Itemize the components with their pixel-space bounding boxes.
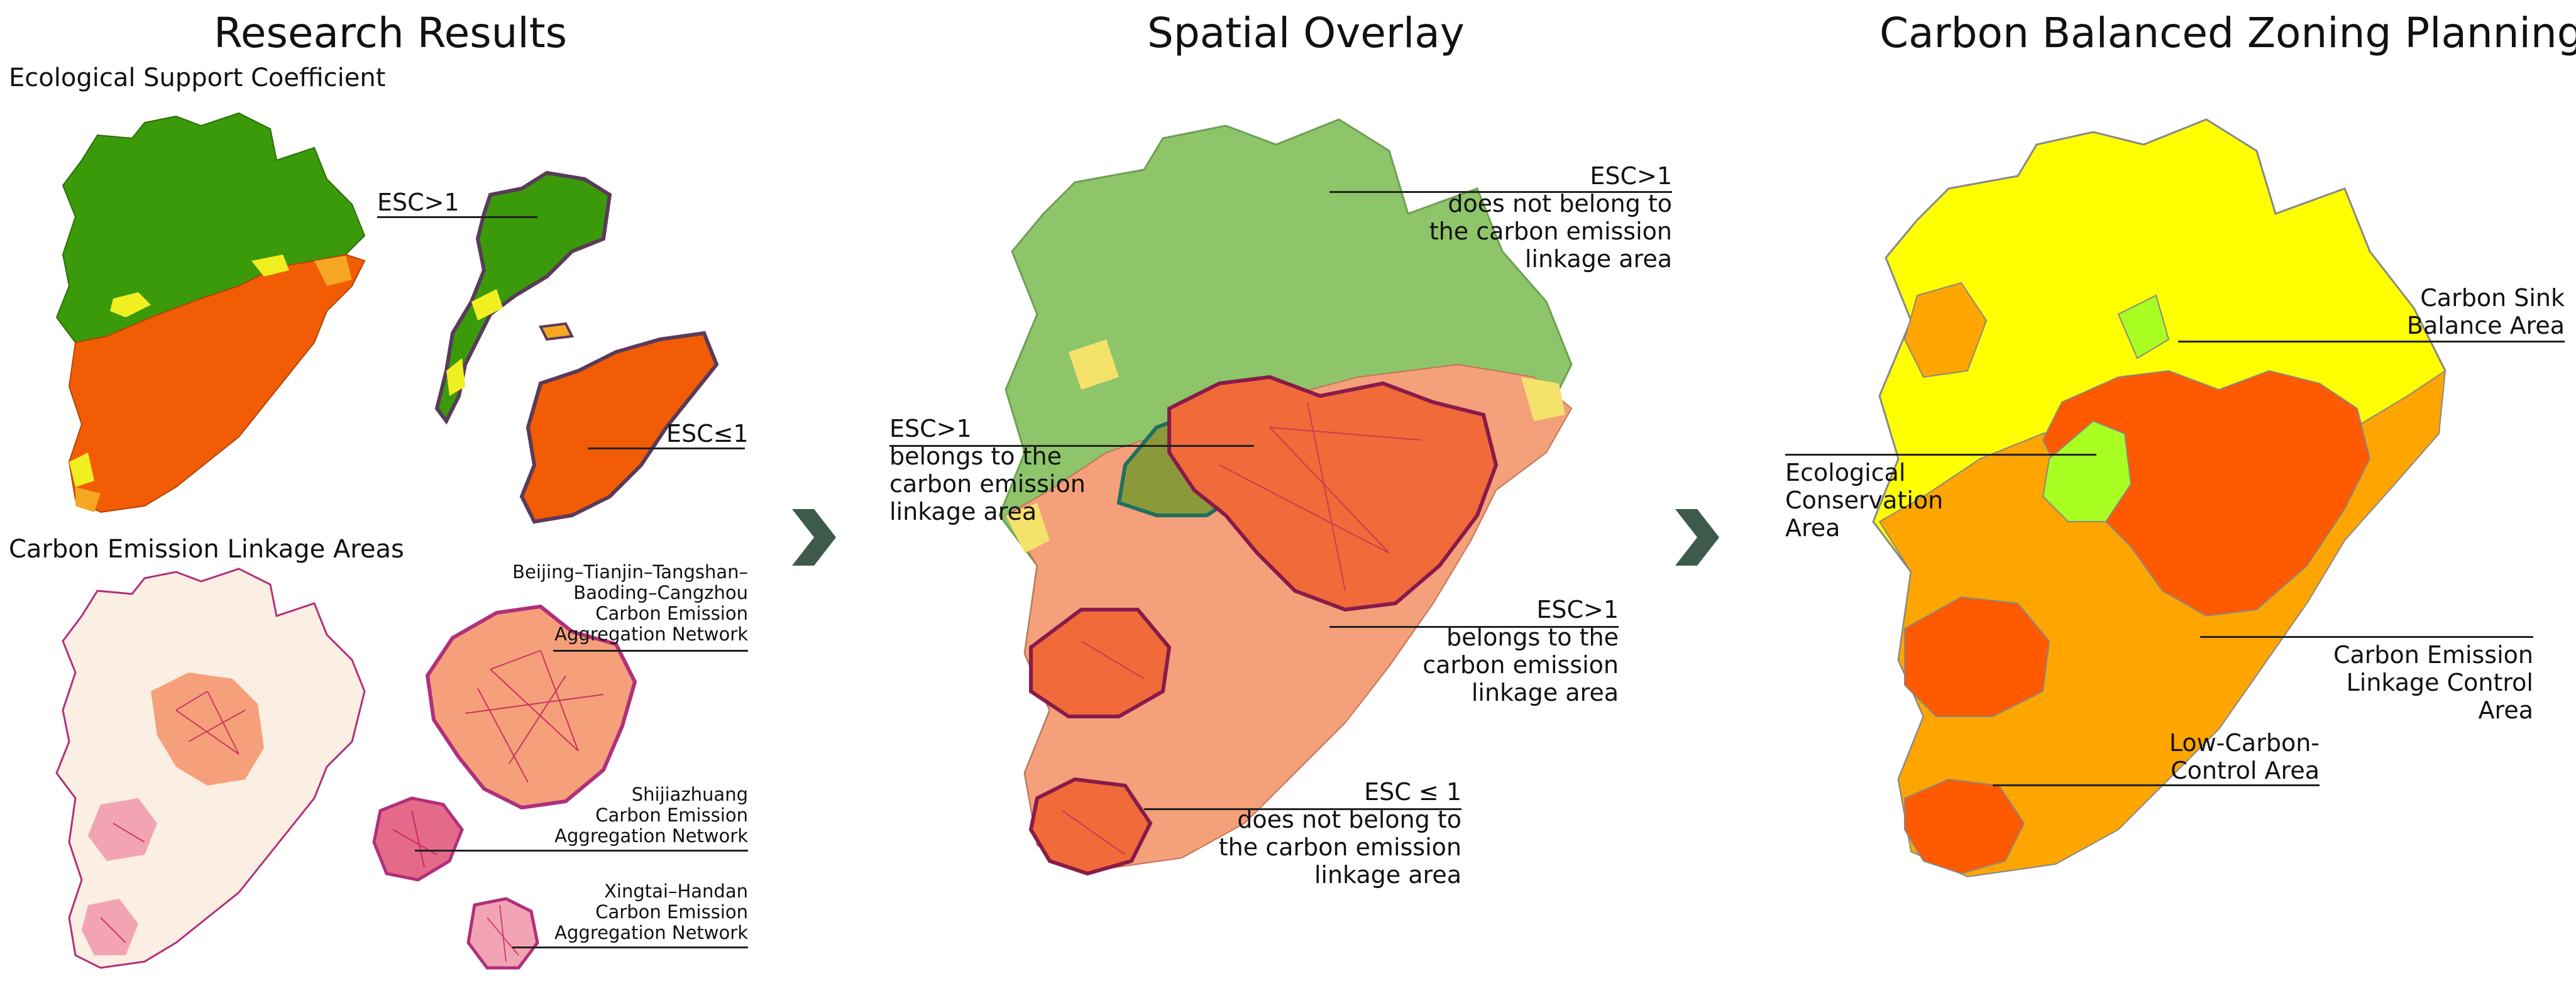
esc-orange-patch-1 bbox=[314, 256, 352, 286]
label-ecological-conservation-area: Ecological Conservation Area bbox=[1785, 459, 1944, 542]
zone-eco-lime-2 bbox=[2117, 294, 2170, 359]
overlay-network-lines bbox=[1062, 402, 1421, 855]
heading-ecological-support-coefficient: Ecological Support Coefficient bbox=[9, 63, 386, 92]
title-carbon-balanced-zoning-planning: Carbon Balanced Zoning Planning bbox=[1880, 9, 2576, 57]
esc-yellow-patch-1 bbox=[110, 292, 151, 317]
label-sjz-network: Shijiazhuang Carbon Emission Aggregation… bbox=[554, 784, 748, 847]
esc-yellow-patch-3 bbox=[69, 453, 94, 487]
title-spatial-overlay: Spatial Overlay bbox=[1147, 9, 1465, 57]
label-overlay-left: ESC>1 belongs to the carbon emission lin… bbox=[889, 415, 1086, 525]
xh-network-map bbox=[466, 897, 539, 970]
zone-eco-lime bbox=[2042, 420, 2132, 522]
esc-high-extract-yellow-2 bbox=[446, 358, 465, 396]
esc-full-map bbox=[55, 112, 366, 513]
zone-orange-north bbox=[1903, 282, 1988, 378]
esc-high-extract bbox=[434, 170, 612, 425]
leader-low-carbon bbox=[1993, 784, 2320, 786]
esc-low-extract-islet bbox=[538, 322, 575, 341]
label-carbon-emission-linkage-control-area: Carbon Emission Linkage Control Area bbox=[2333, 641, 2533, 724]
label-carbon-sink-balance-area: Carbon Sink Balance Area bbox=[2406, 284, 2565, 339]
label-overlay-bottom: ESC ≤ 1 does not belong to the carbon em… bbox=[1218, 778, 1461, 889]
esc-low-region bbox=[68, 253, 366, 513]
leader-esc-gt1 bbox=[377, 216, 537, 218]
overlay-yellow-patch-2 bbox=[1069, 339, 1119, 390]
leader-overlay-top bbox=[1329, 191, 1672, 193]
zone-red-sjz bbox=[1904, 596, 2050, 717]
title-research-results: Research Results bbox=[214, 9, 568, 57]
chevron-right-icon bbox=[792, 509, 836, 566]
linkage-network-lines bbox=[100, 691, 246, 943]
leader-sjz-network bbox=[415, 850, 748, 852]
btt-network-map bbox=[425, 604, 637, 810]
esc-orange-patch-2 bbox=[75, 487, 101, 512]
overlay-sjz-region bbox=[1029, 608, 1172, 718]
label-overlay-right: ESC>1 belongs to the carbon emission lin… bbox=[1423, 596, 1619, 706]
leader-esc-le1 bbox=[588, 447, 745, 449]
label-overlay-top: ESC>1 does not belong to the carbon emis… bbox=[1429, 162, 1672, 273]
leader-overlay-left bbox=[889, 445, 1254, 447]
linkage-full-map bbox=[55, 568, 366, 969]
leader-ecological-conservation bbox=[1785, 454, 2096, 456]
esc-high-extract-yellow bbox=[471, 289, 503, 321]
overlay-map bbox=[998, 118, 1573, 876]
label-esc-le1: ESC≤1 bbox=[666, 420, 749, 447]
esc-low-extract bbox=[519, 331, 719, 524]
esc-low-extract-map bbox=[519, 322, 719, 524]
esc-yellow-patch-2 bbox=[251, 255, 289, 277]
leader-xh-network bbox=[512, 946, 748, 948]
label-xh-network: Xingtai–Handan Carbon Emission Aggregati… bbox=[554, 881, 748, 943]
overlay-yellow-patch-1 bbox=[1006, 503, 1050, 553]
heading-carbon-emission-linkage-areas: Carbon Emission Linkage Areas bbox=[9, 535, 404, 564]
label-low-carbon-control-area: Low-Carbon- Control Area bbox=[2169, 729, 2320, 784]
leader-btt-network bbox=[553, 650, 748, 652]
leader-overlay-right bbox=[1329, 626, 1619, 628]
zoning-map bbox=[1872, 118, 2447, 878]
overlay-yellow-patch-3 bbox=[1521, 377, 1565, 421]
label-btt-network: Beijing–Tianjin–Tangshan– Baoding–Cangzh… bbox=[512, 561, 748, 645]
sjz-network-map bbox=[372, 796, 464, 882]
leader-linkage-control bbox=[2200, 636, 2533, 638]
chevron-right-icon bbox=[1675, 509, 1719, 566]
leader-overlay-bottom bbox=[1144, 808, 1461, 810]
btt-network-lines bbox=[465, 650, 604, 783]
leader-carbon-sink bbox=[2178, 341, 2565, 343]
esc-high-extract-map bbox=[434, 170, 612, 425]
label-esc-gt1: ESC>1 bbox=[377, 189, 460, 216]
zone-red-xh bbox=[1904, 778, 2025, 875]
linkage-btt bbox=[151, 672, 264, 786]
overlay-xh-region bbox=[1028, 777, 1153, 876]
